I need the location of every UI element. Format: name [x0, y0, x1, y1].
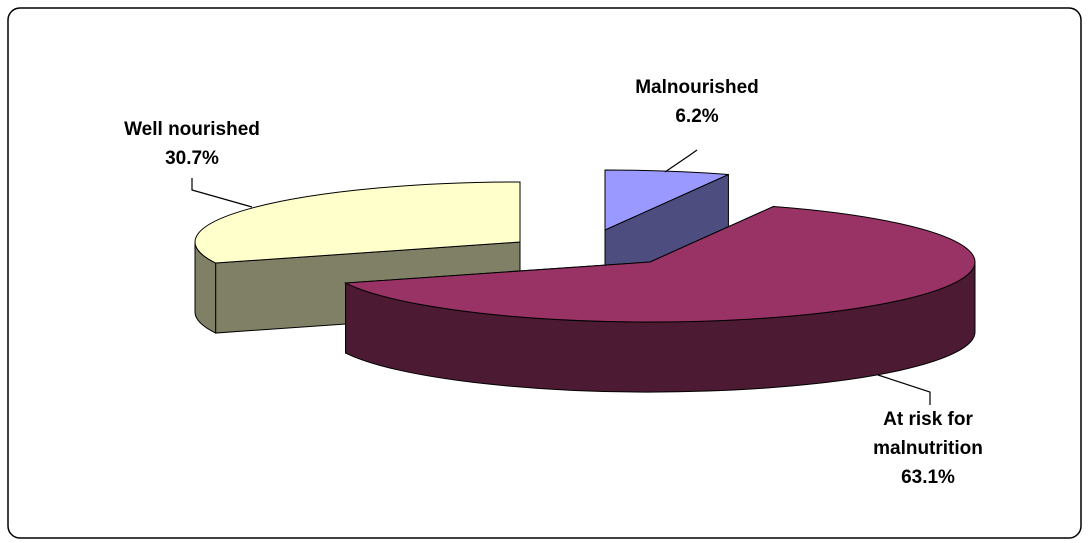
- category-label: Well nourished: [124, 119, 260, 140]
- slices: [194, 169, 976, 393]
- slice-top: [343, 205, 976, 323]
- leader-line: [191, 178, 253, 208]
- slice-top: [604, 169, 729, 231]
- value-label: 30.7%: [165, 148, 219, 169]
- category-label: Malnourished: [635, 77, 759, 98]
- leader-line: [664, 149, 698, 173]
- slice-label: Malnourished 6.2%: [597, 73, 797, 131]
- leader-line: [877, 374, 931, 405]
- value-label: 63.1%: [901, 467, 955, 488]
- slice-label: Well nourished 30.7%: [82, 115, 302, 173]
- slice-label: At risk for malnutrition 63.1%: [858, 405, 998, 492]
- slice-top: [194, 181, 521, 264]
- value-label: 6.2%: [675, 106, 719, 127]
- category-label: At risk for malnutrition: [873, 409, 983, 459]
